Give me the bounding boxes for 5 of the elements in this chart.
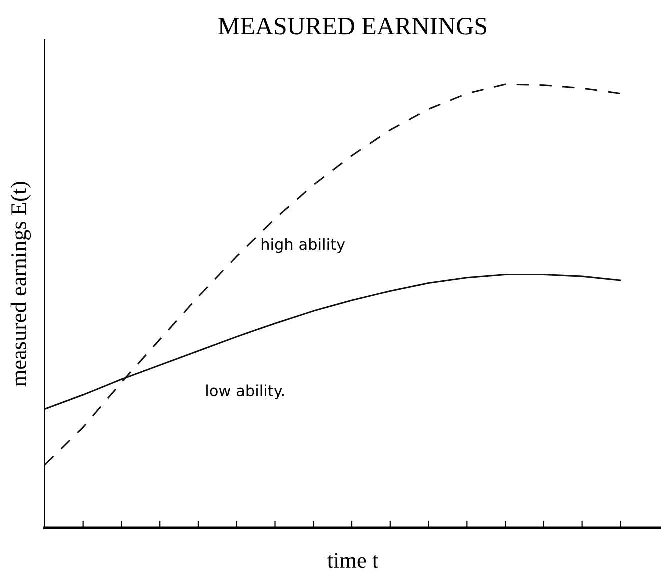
y-axis-title: measured earnings E(t) xyxy=(10,182,32,387)
annotation: low ability. xyxy=(206,384,284,400)
chart-title: MEASURED EARNINGS xyxy=(218,18,487,35)
annotation: high ability xyxy=(262,238,346,254)
x-axis-title: time t xyxy=(328,553,378,568)
